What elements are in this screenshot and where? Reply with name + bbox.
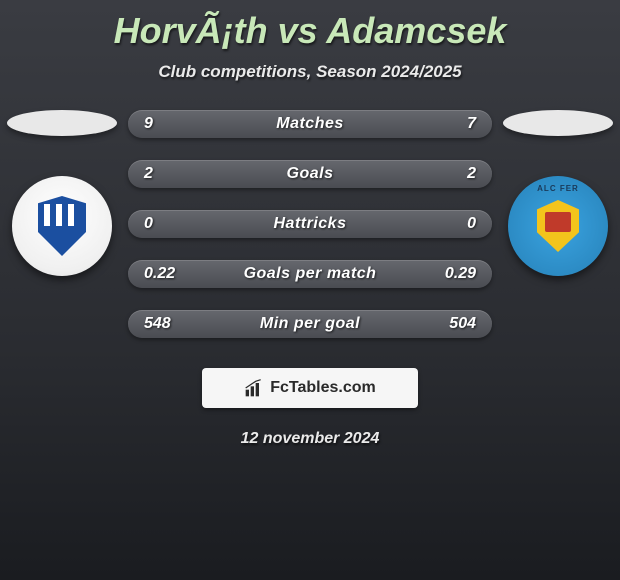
stats-center: 9 Matches 7 2 Goals 2 0 Hattricks 0 0.22… [120, 110, 500, 338]
footer-brand-text: FcTables.com [270, 379, 376, 397]
club-shield-left [38, 196, 86, 256]
club-ring-text-right: ALC FER [537, 184, 579, 193]
left-side [0, 110, 120, 276]
club-logo-left [12, 176, 112, 276]
stat-label: Min per goal [128, 315, 492, 333]
stat-row-min-per-goal: 548 Min per goal 504 [128, 310, 492, 338]
stat-row-goals-per-match: 0.22 Goals per match 0.29 [128, 260, 492, 288]
stat-label: Goals [128, 165, 492, 183]
stat-row-hattricks: 0 Hattricks 0 [128, 210, 492, 238]
season-subtitle: Club competitions, Season 2024/2025 [0, 62, 620, 82]
club-logo-right: ALC FER [508, 176, 608, 276]
bar-chart-icon [244, 378, 264, 398]
country-flag-right [503, 110, 613, 136]
right-side: ALC FER [500, 110, 620, 276]
stat-label: Hattricks [128, 215, 492, 233]
footer-brand-box: FcTables.com [202, 368, 418, 408]
stat-label: Goals per match [128, 265, 492, 283]
country-flag-left [7, 110, 117, 136]
date-text: 12 november 2024 [0, 430, 620, 448]
stat-row-matches: 9 Matches 7 [128, 110, 492, 138]
comparison-layout: 9 Matches 7 2 Goals 2 0 Hattricks 0 0.22… [0, 110, 620, 338]
stat-label: Matches [128, 115, 492, 133]
page-title: HorvÃ¡th vs Adamcsek [0, 0, 620, 52]
club-crest-right [537, 200, 579, 252]
stat-row-goals: 2 Goals 2 [128, 160, 492, 188]
